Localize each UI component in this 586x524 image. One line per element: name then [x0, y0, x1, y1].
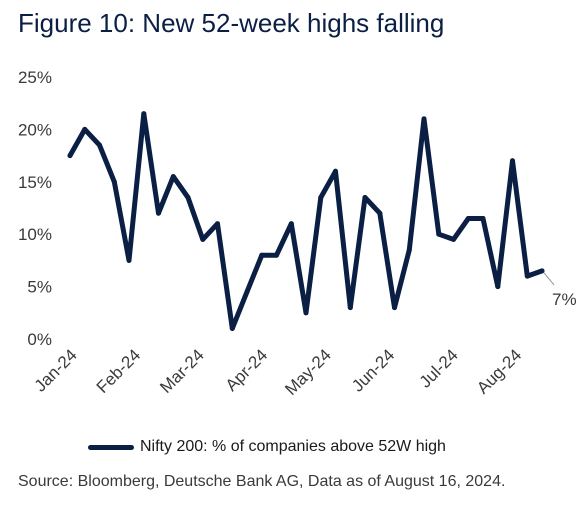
x-tick-label: Jun-24	[348, 345, 398, 395]
data-point	[156, 210, 161, 216]
y-tick-label: 5%	[27, 278, 52, 297]
data-point	[347, 305, 353, 311]
y-tick-label: 0%	[27, 330, 52, 349]
data-point	[141, 111, 147, 117]
data-point	[244, 289, 250, 295]
data-point	[126, 257, 132, 263]
x-tick-label: Apr-24	[222, 345, 272, 395]
x-tick-label: May-24	[281, 345, 335, 399]
y-tick-label: 15%	[18, 173, 52, 192]
y-tick-label: 20%	[18, 120, 52, 139]
x-tick-label: Feb-24	[93, 345, 145, 397]
data-point	[303, 310, 309, 316]
legend-label: Nifty 200: % of companies above 52W high	[140, 438, 446, 455]
data-point	[215, 221, 220, 227]
data-point	[362, 195, 368, 200]
x-tick-label: Jul-24	[416, 345, 462, 391]
data-point	[392, 305, 397, 311]
data-point	[67, 153, 73, 159]
end-label-leader	[543, 272, 555, 286]
y-axis: 0% 5% 10% 15% 20% 25%	[18, 68, 52, 349]
data-point	[318, 195, 324, 200]
series-line-nifty200	[67, 111, 545, 331]
data-point	[451, 236, 456, 242]
legend: Nifty 200: % of companies above 52W high	[88, 438, 446, 456]
data-point	[259, 252, 265, 258]
data-point	[480, 216, 486, 221]
y-tick-label: 25%	[18, 68, 52, 87]
data-point	[111, 179, 117, 185]
x-tick-label: Aug-24	[473, 345, 525, 397]
legend-swatch	[88, 444, 134, 450]
data-point	[185, 195, 191, 200]
data-point	[200, 236, 206, 242]
data-point	[495, 284, 501, 290]
data-point	[421, 116, 427, 122]
data-point	[288, 221, 294, 227]
data-point	[406, 247, 412, 253]
series-points	[67, 111, 545, 331]
data-point	[229, 326, 235, 331]
data-point	[524, 273, 530, 279]
y-tick-label: 10%	[18, 225, 52, 244]
data-point	[170, 174, 176, 180]
x-tick-label: Jan-24	[31, 345, 81, 395]
data-point	[274, 252, 279, 258]
data-point	[333, 168, 338, 174]
data-point	[465, 216, 471, 221]
data-point	[377, 210, 383, 216]
data-point	[436, 231, 442, 237]
chart-title: Figure 10: New 52-week highs falling	[18, 8, 445, 38]
source-note: Source: Bloomberg, Deutsche Bank AG, Dat…	[18, 473, 506, 490]
data-point	[510, 158, 515, 164]
data-point	[97, 142, 102, 148]
x-axis: Jan-24 Feb-24 Mar-24 Apr-24 May-24 Jun-24 Jul-…	[31, 345, 526, 399]
data-point	[539, 268, 545, 274]
end-value-label: 7%	[552, 290, 577, 309]
data-point	[82, 126, 88, 132]
x-tick-label: Mar-24	[156, 345, 208, 397]
